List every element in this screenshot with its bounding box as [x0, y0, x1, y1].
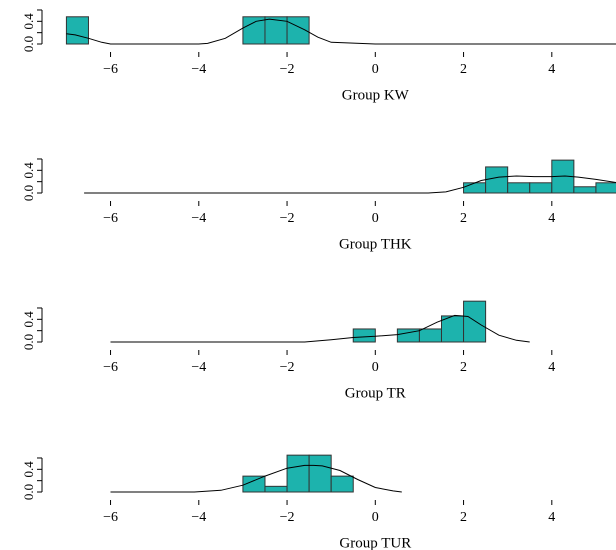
bar	[440, 315, 465, 343]
density-line	[84, 175, 616, 194]
x-axis-label: Group TR	[345, 385, 406, 401]
x-tick-label: −6	[103, 360, 118, 375]
y-tick-label: 0.4	[21, 13, 36, 30]
x-axis-label: Group KW	[342, 87, 410, 103]
y-tick-label: 0.4	[21, 461, 36, 478]
bar	[573, 186, 597, 194]
bar	[507, 182, 531, 194]
x-tick-label: 2	[460, 510, 467, 525]
bar	[529, 182, 553, 194]
x-tick-label: −2	[280, 211, 295, 226]
x-tick-label: 4	[548, 360, 555, 375]
bar	[65, 16, 89, 45]
bar	[308, 454, 332, 493]
x-tick-label: −4	[191, 211, 206, 226]
x-axis-label: Group TUR	[339, 535, 411, 550]
x-tick-label: −4	[191, 62, 206, 77]
bar	[463, 182, 487, 194]
x-axis-label: Group THK	[339, 236, 412, 252]
x-tick-label: −2	[280, 510, 295, 525]
bar	[418, 328, 442, 343]
y-tick-label: 0.0	[21, 185, 36, 201]
x-tick-label: 4	[548, 62, 555, 77]
x-tick-label: 0	[372, 211, 379, 226]
bar	[264, 485, 288, 493]
y-tick-label: 0.0	[21, 334, 36, 350]
bar	[352, 328, 376, 343]
density-line	[66, 18, 616, 45]
y-tick-label: 0.4	[21, 162, 36, 179]
x-tick-label: 2	[460, 62, 467, 77]
bar	[242, 475, 266, 493]
y-tick-label: 0.0	[21, 484, 36, 500]
x-tick-label: −6	[103, 211, 118, 226]
x-tick-label: −6	[103, 62, 118, 77]
x-tick-label: 4	[548, 510, 555, 525]
bar	[463, 300, 487, 343]
density-line	[110, 464, 402, 493]
x-tick-label: −2	[280, 360, 295, 375]
x-tick-label: 0	[372, 510, 379, 525]
density-line	[110, 314, 530, 343]
x-tick-label: 2	[460, 211, 467, 226]
x-tick-label: 4	[548, 211, 555, 226]
x-tick-label: −4	[191, 510, 206, 525]
x-tick-label: 0	[372, 62, 379, 77]
y-tick-label: 0.0	[21, 36, 36, 52]
bar	[485, 166, 509, 194]
x-tick-label: −2	[280, 62, 295, 77]
x-tick-label: 2	[460, 360, 467, 375]
y-tick-label: 0.4	[21, 311, 36, 328]
x-tick-label: −6	[103, 510, 118, 525]
x-tick-label: −4	[191, 360, 206, 375]
x-tick-label: 0	[372, 360, 379, 375]
bar	[286, 454, 310, 493]
bar	[595, 182, 616, 194]
bar	[330, 475, 354, 493]
